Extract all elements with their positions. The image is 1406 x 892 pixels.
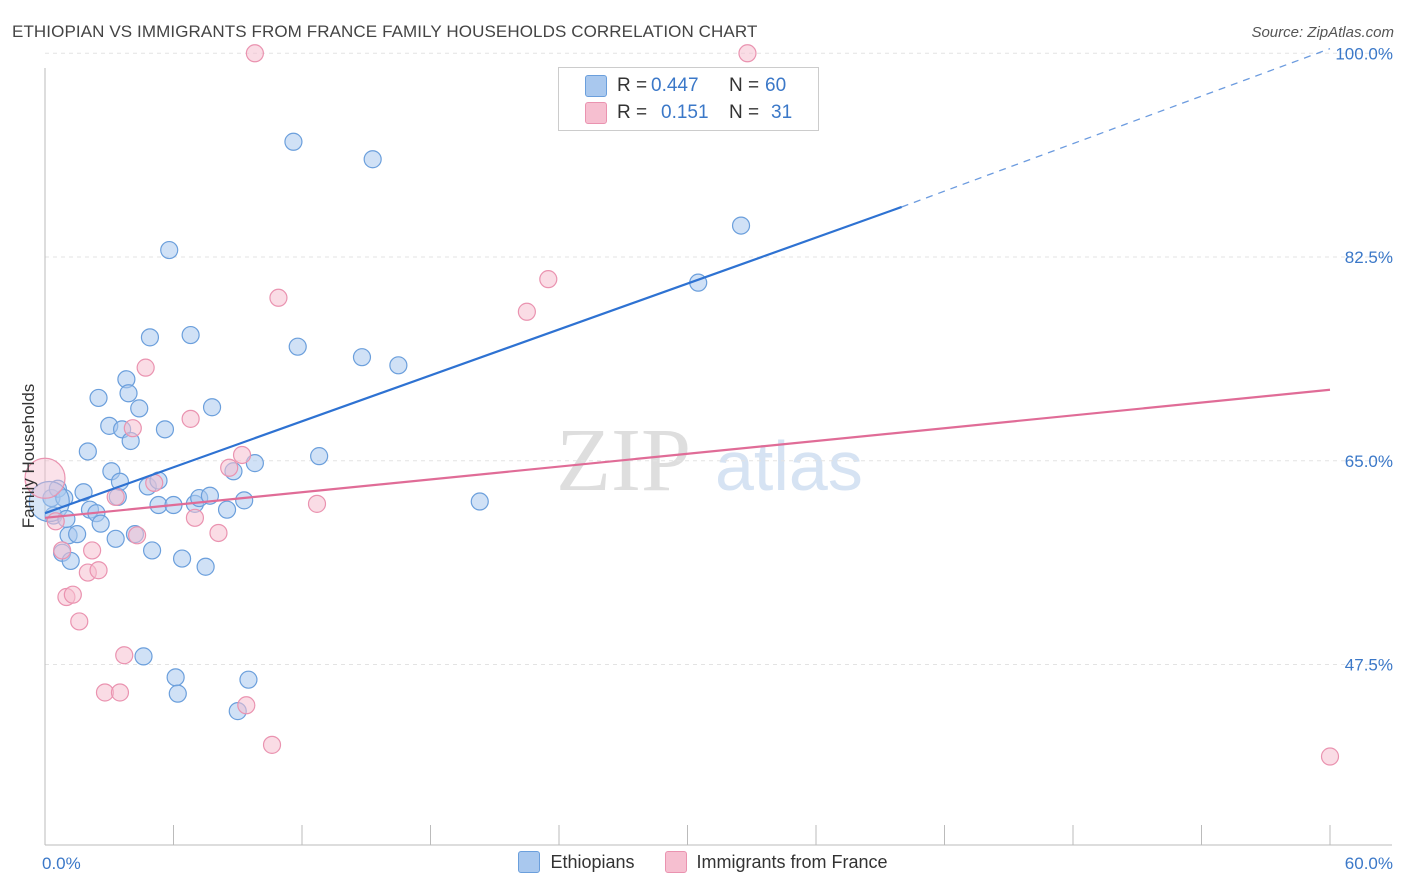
point-france — [127, 526, 147, 545]
point-ethiopian — [140, 328, 160, 347]
watermark-atlas: atlas — [715, 427, 863, 505]
point-ethiopian — [288, 337, 307, 356]
trend-line-ethiopians — [44, 205, 903, 515]
axes — [44, 68, 1392, 846]
stats-swatch-pink — [585, 102, 607, 124]
point-france — [237, 696, 256, 715]
point-france — [110, 683, 130, 702]
stats-r-value: 0.447 — [651, 75, 699, 96]
point-france — [83, 541, 102, 560]
point-ethiopian — [196, 557, 215, 576]
point-france — [245, 44, 264, 63]
point-france — [123, 419, 142, 438]
point-ethiopian — [89, 388, 108, 408]
watermark: ZIP atlas — [556, 411, 863, 510]
point-ethiopian — [202, 398, 222, 417]
point-ethiopian — [363, 150, 382, 169]
point-france — [89, 561, 108, 580]
stats-n-value: 60 — [765, 75, 787, 96]
point-france — [63, 585, 82, 604]
y-tick-label: 47.5% — [1345, 656, 1393, 675]
point-ethiopian — [352, 348, 372, 367]
point-ethiopian — [245, 454, 264, 473]
legend-swatch-pink — [664, 851, 687, 873]
point-france — [262, 735, 282, 754]
x-tick-label: 0.0% — [42, 854, 81, 873]
stats-n-label: N = — [729, 102, 760, 123]
legend-item-ethiopians[interactable]: Ethiopians — [518, 851, 635, 873]
point-france — [517, 302, 536, 321]
point-france — [539, 270, 558, 289]
point-ethiopian — [239, 670, 258, 689]
point-ethiopian — [142, 541, 162, 560]
point-ethiopian — [74, 483, 93, 502]
point-ethiopian — [134, 647, 153, 666]
point-ethiopian — [91, 514, 110, 533]
trend-line-france — [44, 388, 1331, 519]
stats-r-label: R = — [617, 75, 648, 96]
point-france — [1320, 747, 1340, 766]
point-france — [70, 612, 89, 631]
point-ethiopian — [155, 420, 175, 439]
point-france — [53, 541, 72, 560]
x-tick-label: 60.0% — [1345, 854, 1393, 873]
stats-swatch-blue — [585, 75, 607, 97]
point-ethiopian — [470, 492, 489, 511]
y-axis-label: Family Households — [19, 384, 38, 529]
stats-r-value: 0.151 — [661, 102, 709, 123]
y-tick-label: 65.0% — [1345, 452, 1393, 471]
stats-n-value: 31 — [771, 102, 793, 123]
point-france — [232, 445, 252, 465]
legend-swatch-blue — [518, 851, 541, 873]
point-ethiopian — [172, 549, 192, 568]
point-france — [181, 409, 200, 428]
trend-line-ethiopians-extension — [901, 48, 1331, 208]
point-france — [269, 288, 288, 307]
point-ethiopian — [284, 132, 303, 151]
point-france — [209, 523, 228, 543]
point-ethiopian — [168, 684, 187, 703]
point-ethiopian — [78, 442, 97, 461]
legend-label-france: Immigrants from France — [696, 851, 888, 872]
point-france — [24, 457, 66, 499]
point-ethiopian — [181, 325, 200, 345]
legend-label-ethiopians: Ethiopians — [550, 851, 635, 872]
point-ethiopian — [130, 399, 149, 418]
grid — [45, 52, 1392, 666]
stats-legend: R = 0.447 N = 60 R = 0.151 N = 31 — [558, 67, 819, 131]
point-ethiopian — [235, 491, 254, 510]
point-ethiopian — [160, 240, 179, 260]
point-ethiopian — [731, 216, 751, 235]
point-ethiopian — [106, 529, 125, 548]
point-ethiopian — [119, 384, 138, 403]
point-ethiopian — [389, 356, 408, 375]
point-france — [307, 494, 327, 513]
y-tick-label: 100.0% — [1335, 44, 1393, 63]
y-tick-label: 82.5% — [1345, 248, 1393, 267]
point-france — [220, 458, 239, 477]
point-france — [136, 358, 155, 377]
point-ethiopian — [68, 525, 87, 544]
chart-title: ETHIOPIAN VS IMMIGRANTS FROM FRANCE FAMI… — [12, 22, 758, 41]
trend-lines — [44, 48, 1331, 519]
point-france — [115, 646, 134, 665]
stats-r-label: R = — [617, 102, 648, 123]
point-france — [185, 508, 205, 527]
stats-n-label: N = — [729, 75, 760, 96]
point-ethiopian — [166, 668, 185, 687]
bottom-legend: Ethiopians Immigrants from France — [0, 851, 1406, 873]
legend-item-france[interactable]: Immigrants from France — [664, 851, 888, 873]
source-label: Source: ZipAtlas.com — [1251, 24, 1394, 41]
point-ethiopian — [310, 447, 329, 466]
points — [24, 44, 1340, 766]
point-ethiopian — [217, 500, 237, 519]
tick-labels: 100.0% 82.5% 65.0% 47.5% 0.0% 60.0% — [42, 44, 1393, 873]
point-france — [738, 44, 757, 63]
